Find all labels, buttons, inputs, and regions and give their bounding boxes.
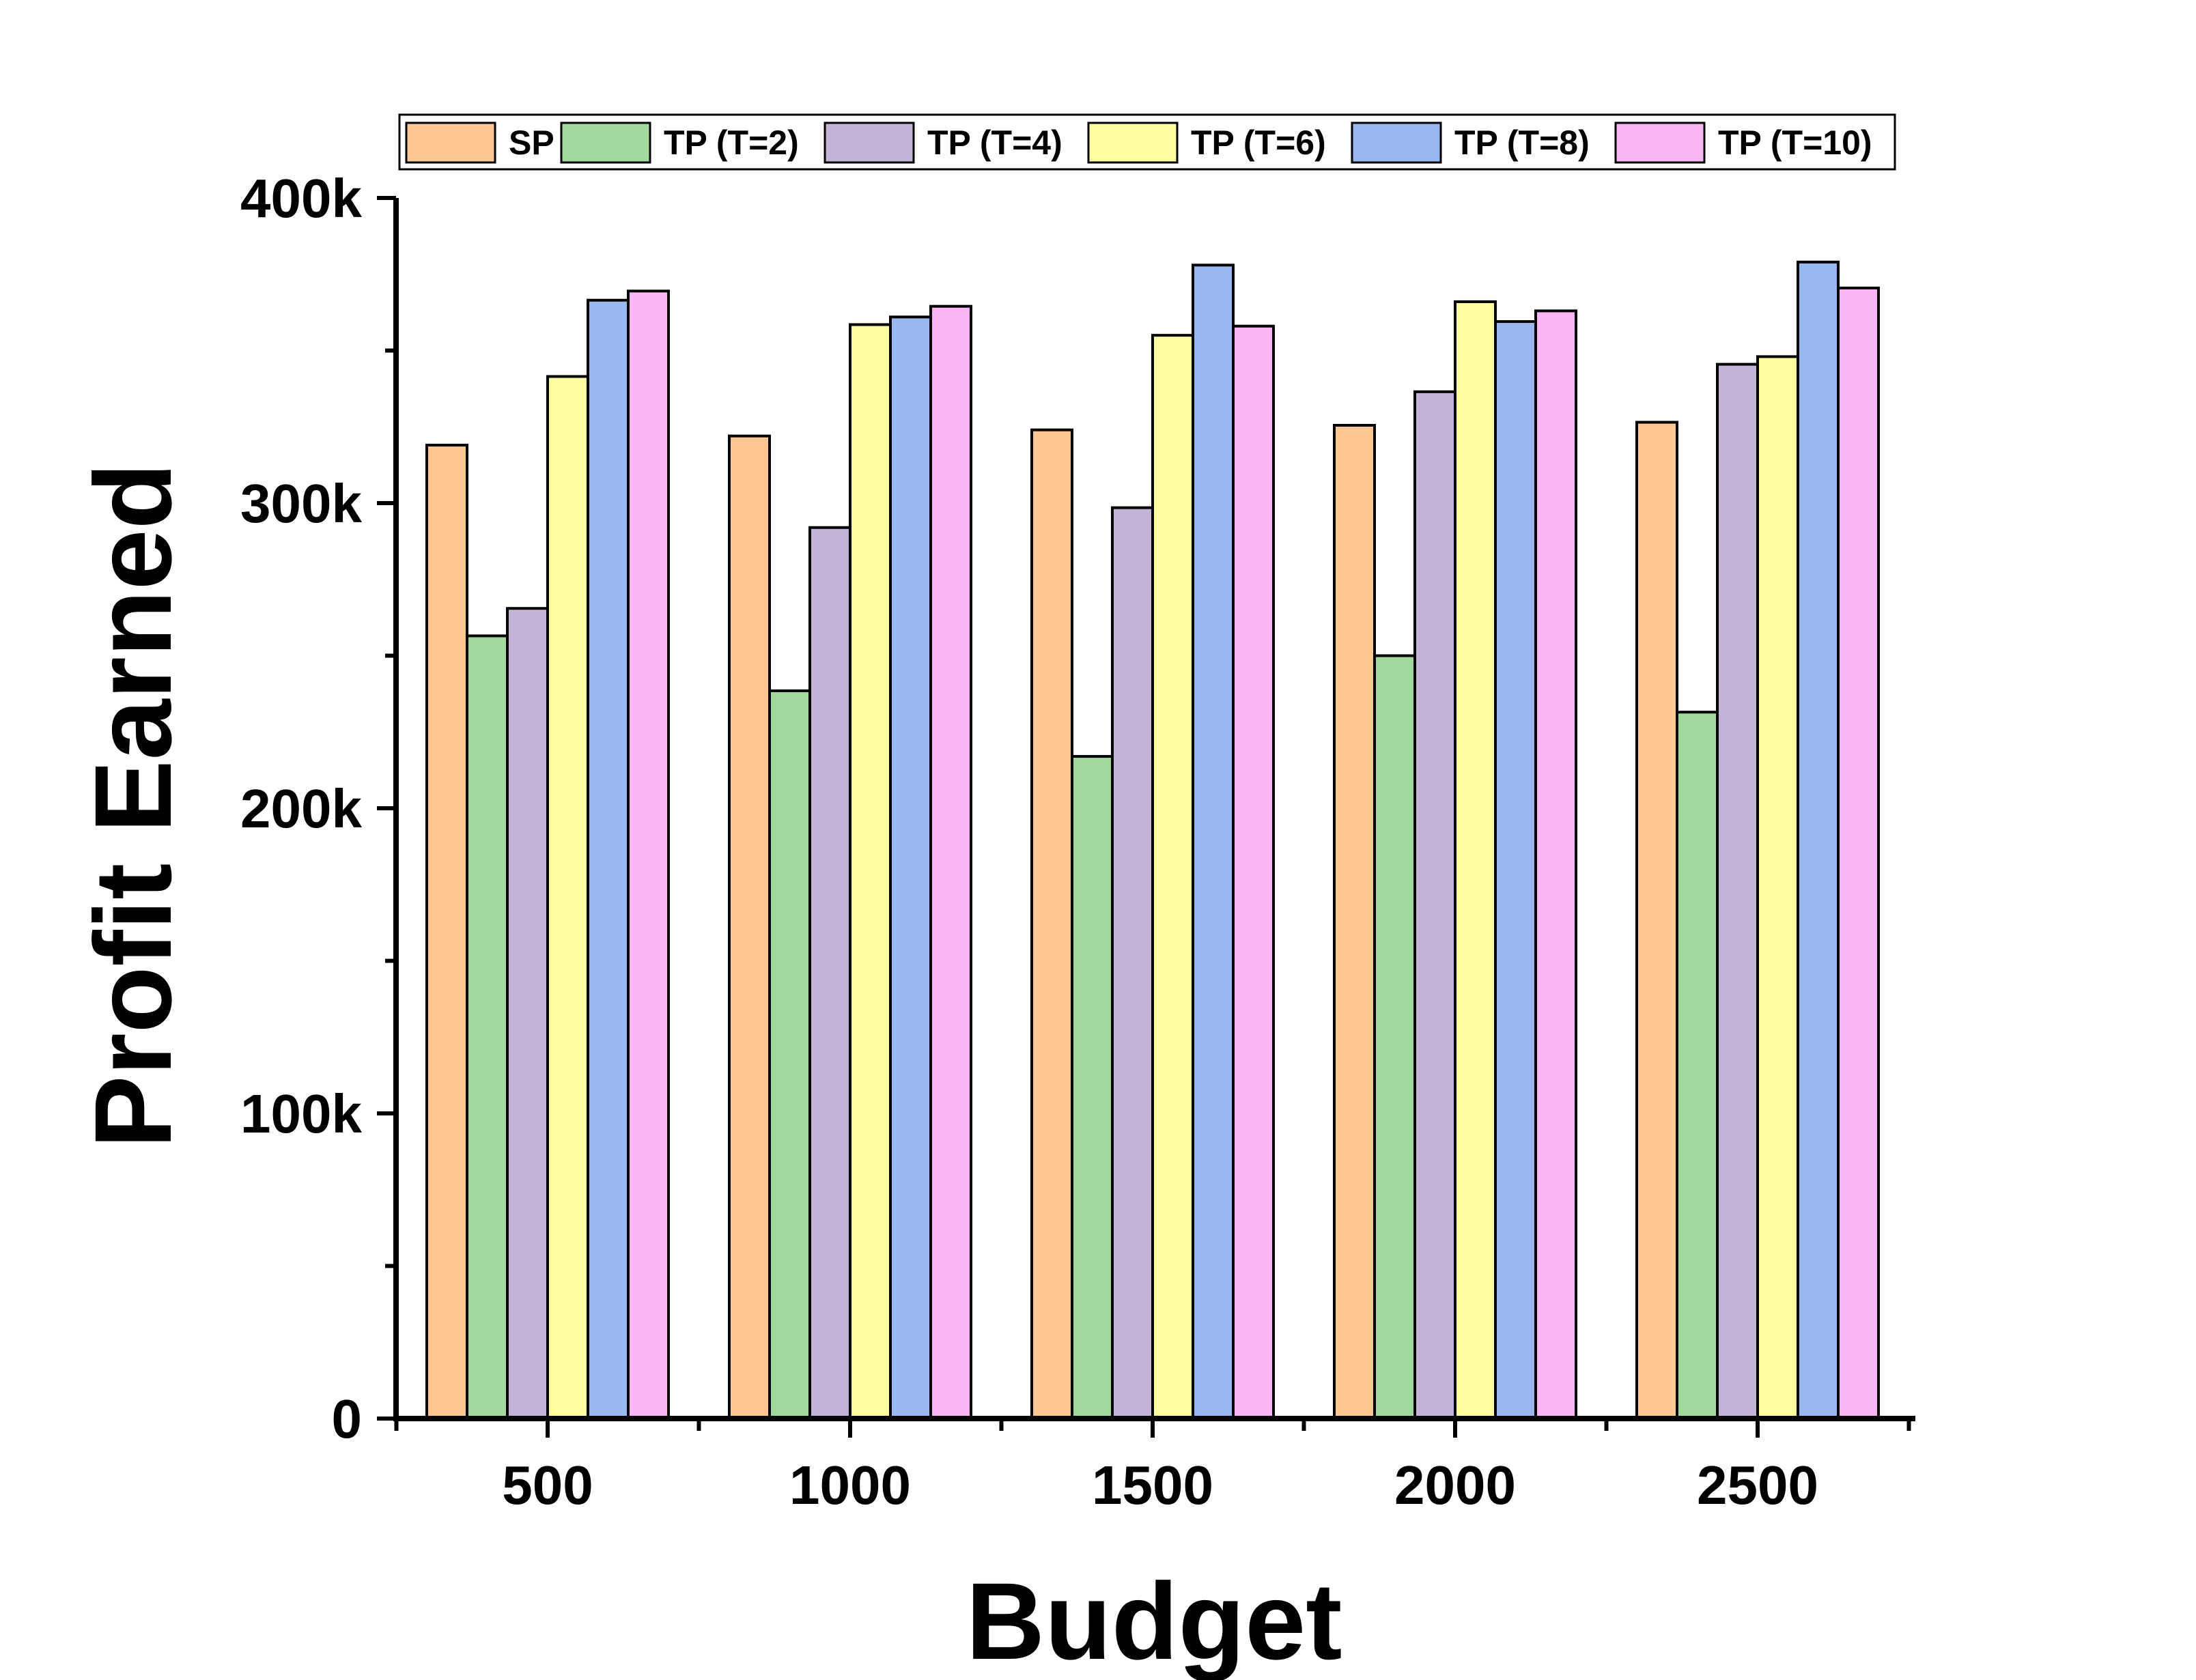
bar-sp-1000	[728, 434, 771, 1420]
bar-sp-500	[425, 444, 468, 1421]
bar-tp-t-6-1000	[849, 323, 892, 1420]
x-tick-label: 1500	[1092, 1455, 1213, 1515]
bar-tp-t-4-2000	[1413, 390, 1456, 1420]
bar-tp-t-10-500	[627, 289, 670, 1421]
bar-tp-t-4-1500	[1111, 506, 1154, 1421]
x-tick-label: 2500	[1697, 1455, 1818, 1515]
bar-tp-t-6-2500	[1756, 355, 1799, 1421]
legend-label: TP (T=6)	[1191, 124, 1326, 162]
bars	[425, 260, 1880, 1421]
x-axis-title: Budget	[966, 1560, 1342, 1680]
bar-tp-t-10-1500	[1232, 324, 1275, 1420]
legend-swatch	[1351, 122, 1442, 164]
y-axis-title: Profit Earned	[72, 463, 194, 1149]
y-tick-label: 100k	[240, 1083, 362, 1144]
legend-label: TP (T=4)	[927, 124, 1062, 162]
bar-tp-t-4-1000	[808, 526, 851, 1420]
bar-tp-t-2-2000	[1373, 654, 1416, 1420]
y-tick-label: 300k	[240, 473, 362, 534]
legend: SP TP (T=2) TP (T=4) TP (T=6) TP (T=8) TP (T=…	[398, 113, 1896, 171]
bar-tp-t-8-1500	[1192, 264, 1235, 1421]
legend-label: TP (T=8)	[1454, 124, 1590, 162]
bar-tp-t-6-2000	[1454, 300, 1497, 1421]
bar-sp-2500	[1635, 421, 1678, 1420]
bar-sp-2000	[1333, 424, 1376, 1420]
bar-tp-t-2-1000	[768, 689, 811, 1420]
x-tick-label: 1000	[789, 1455, 911, 1515]
axes: 0 100k 200k 300k 400k 500 1000 1500 2000 2500	[240, 168, 1915, 1515]
legend-swatch	[405, 122, 496, 164]
legend-swatch	[1087, 122, 1179, 164]
bar-tp-t-6-1500	[1151, 334, 1194, 1420]
bar-tp-t-8-500	[587, 298, 630, 1420]
y-tick-label: 400k	[240, 168, 362, 229]
bar-tp-t-8-2500	[1797, 260, 1840, 1420]
legend-label: TP (T=10)	[1718, 124, 1872, 162]
legend-swatch	[560, 122, 651, 164]
bar-tp-t-4-500	[506, 607, 549, 1421]
bar-tp-t-2-500	[466, 634, 509, 1421]
legend-swatch	[824, 122, 915, 164]
legend-swatch	[1614, 122, 1706, 164]
y-tick-label: 0	[332, 1389, 363, 1449]
bar-tp-t-2-1500	[1071, 755, 1114, 1420]
x-tick-label: 2000	[1394, 1455, 1516, 1515]
bar-tp-t-4-2500	[1716, 362, 1759, 1420]
bar-tp-t-10-2000	[1534, 309, 1577, 1420]
x-tick-label: 500	[502, 1455, 593, 1515]
bar-tp-t-8-1000	[889, 315, 932, 1421]
bar-tp-t-6-500	[546, 375, 589, 1420]
bar-sp-1500	[1030, 428, 1073, 1420]
y-tick-label: 200k	[240, 778, 362, 839]
bar-tp-t-8-2000	[1494, 320, 1537, 1420]
legend-label: SP	[509, 124, 554, 162]
legend-label: TP (T=2)	[664, 124, 799, 162]
bar-tp-t-2-2500	[1676, 711, 1719, 1420]
bar-tp-t-10-2500	[1837, 286, 1880, 1420]
bar-tp-t-10-1000	[929, 304, 972, 1420]
